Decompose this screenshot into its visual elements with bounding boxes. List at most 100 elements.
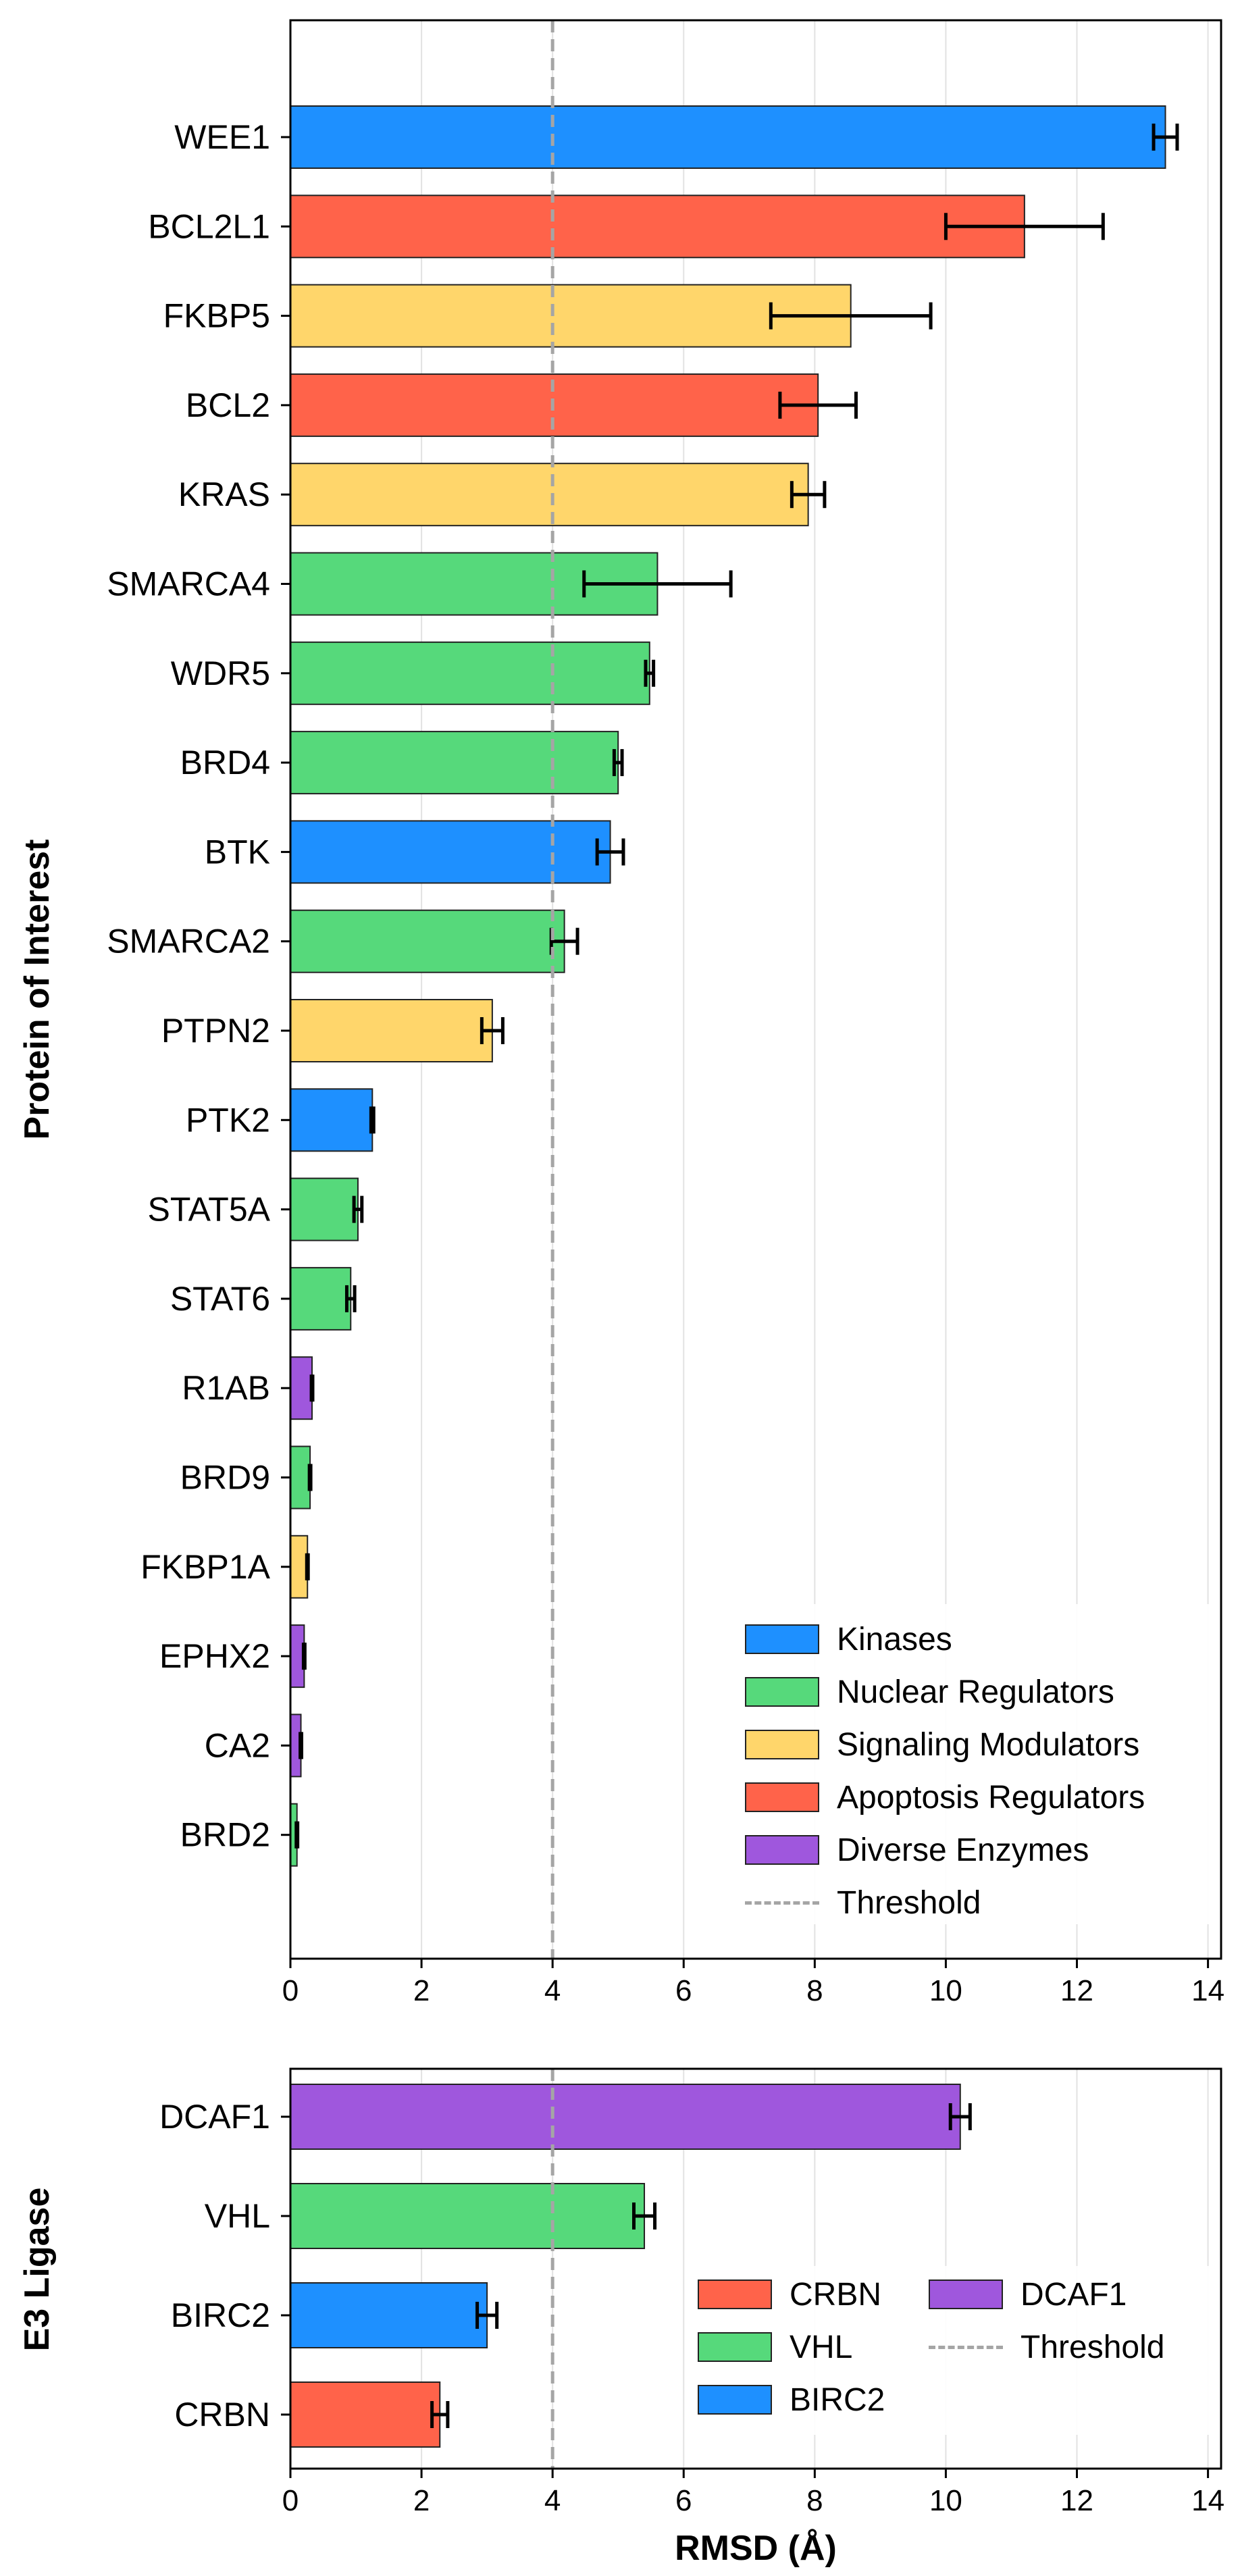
- e3-x-tick-label: 2: [413, 2484, 430, 2517]
- legend-swatch-vhl: [698, 2332, 772, 2362]
- bar-fkbp5: [290, 284, 852, 348]
- legend-item-dcaf1: DCAF1: [929, 2277, 1127, 2313]
- e3-x-axis-title: RMSD (Å): [675, 2529, 837, 2568]
- legend-item-crbn: CRBN: [698, 2277, 881, 2313]
- legend-label-signaling-modulators: Signaling Modulators: [837, 1726, 1140, 1763]
- legend-item-diverse-enzymes: Diverse Enzymes: [745, 1832, 1089, 1868]
- legend-item-threshold: Threshold: [745, 1885, 981, 1921]
- poi-x-tick-label: 8: [806, 1974, 823, 2007]
- category-label-dcaf1: DCAF1: [159, 2098, 270, 2136]
- bar-birc2: [290, 2282, 488, 2348]
- category-label-brd4: BRD4: [180, 744, 270, 781]
- bar-fkbp1a: [290, 1535, 309, 1599]
- category-label-brd9: BRD9: [180, 1459, 270, 1497]
- legend-label-vhl: VHL: [790, 2329, 853, 2365]
- legend-label-nuclear-regulators: Nuclear Regulators: [837, 1674, 1114, 1710]
- legend-label-apoptosis-regulators: Apoptosis Regulators: [837, 1779, 1145, 1815]
- category-label-vhl: VHL: [205, 2197, 270, 2235]
- legend-swatch-diverse-enzymes: [745, 1835, 819, 1865]
- bar-vhl: [290, 2183, 646, 2249]
- category-label-ephx2: EPHX2: [159, 1637, 270, 1675]
- legend-label-diverse-enzymes: Diverse Enzymes: [837, 1832, 1089, 1868]
- e3-x-tick-label: 8: [806, 2484, 823, 2517]
- legend-swatch-nuclear-regulators: [745, 1677, 819, 1707]
- poi-axes-frame: [289, 19, 1222, 1960]
- bar-smarca2: [290, 909, 565, 973]
- legend-swatch-threshold: [745, 1901, 819, 1905]
- e3-x-tick-label: 0: [282, 2484, 299, 2517]
- legend-label-kinases: Kinases: [837, 1621, 952, 1657]
- legend-item-vhl: VHL: [698, 2329, 852, 2365]
- e3-y-axis-title: E3 Ligase: [18, 2188, 57, 2352]
- category-label-fkbp1a: FKBP1A: [140, 1548, 270, 1586]
- bar-brd4: [290, 731, 619, 795]
- legend-label-crbn: CRBN: [790, 2276, 882, 2313]
- category-label-crbn: CRBN: [174, 2396, 270, 2433]
- legend-swatch-crbn: [698, 2279, 772, 2309]
- legend-swatch-apoptosis-regulators: [745, 1782, 819, 1812]
- bar-dcaf1: [290, 2084, 961, 2150]
- e3-x-tick-label: 4: [544, 2484, 561, 2517]
- bar-brd9: [290, 1445, 311, 1510]
- legend-swatch-signaling-modulators: [745, 1730, 819, 1759]
- legend-item-birc2: BIRC2: [698, 2382, 885, 2418]
- bar-bcl2l1: [290, 195, 1025, 259]
- poi-x-tick-label: 14: [1191, 1974, 1224, 2007]
- poi-x-tick-label: 0: [282, 1974, 299, 2007]
- bar-kras: [290, 463, 809, 527]
- bar-wdr5: [290, 641, 650, 705]
- bar-stat6: [290, 1266, 352, 1331]
- poi-x-tick-label: 2: [413, 1974, 430, 2007]
- legend-label-birc2: BIRC2: [790, 2381, 885, 2418]
- category-label-brd2: BRD2: [180, 1816, 270, 1854]
- category-label-stat6: STAT6: [170, 1280, 270, 1318]
- category-label-fkbp5: FKBP5: [163, 297, 270, 335]
- poi-x-tick-label: 6: [675, 1974, 692, 2007]
- category-label-smarca2: SMARCA2: [107, 923, 270, 960]
- e3-axes-frame: [289, 2067, 1222, 2470]
- bar-r1ab: [290, 1356, 313, 1420]
- category-label-r1ab: R1AB: [182, 1369, 270, 1407]
- legend-swatch-dcaf1: [929, 2279, 1003, 2309]
- category-label-ca2: CA2: [205, 1726, 270, 1764]
- e3-x-tick-label: 10: [929, 2484, 962, 2517]
- bar-wee1: [290, 105, 1166, 169]
- bar-crbn: [290, 2381, 441, 2448]
- poi-y-axis-title: Protein of Interest: [18, 840, 57, 1140]
- legend-label-dcaf1: DCAF1: [1021, 2276, 1127, 2313]
- category-label-wdr5: WDR5: [171, 654, 270, 692]
- category-label-smarca4: SMARCA4: [107, 565, 270, 603]
- category-label-wee1: WEE1: [174, 118, 270, 156]
- bar-ptpn2: [290, 999, 493, 1062]
- poi-x-tick-label: 12: [1060, 1974, 1093, 2007]
- legend-item-e3-threshold: Threshold: [929, 2329, 1164, 2365]
- poi-x-tick-label: 4: [544, 1974, 561, 2007]
- e3-panel: DCAF1 VHL BIRC2 CRBN 0 2 4 6 8 10 12 14 E3 Ligase RMS…: [18, 2067, 1224, 2568]
- legend-swatch-birc2: [698, 2385, 772, 2415]
- poi-legend: Kinases Nuclear Regulators Signaling Mod…: [733, 1604, 1219, 1924]
- category-label-kras: KRAS: [178, 475, 270, 513]
- category-label-ptk2: PTK2: [186, 1101, 270, 1139]
- category-label-bcl2l1: BCL2L1: [148, 207, 270, 245]
- legend-item-nuclear-regulators: Nuclear Regulators: [745, 1674, 1114, 1710]
- poi-panel: WEE1 BCL2L1 FKBP5 BCL2 KRAS SMARCA4 WDR5 BRD4 BT…: [18, 19, 1224, 2007]
- legend-label-threshold: Threshold: [837, 1884, 981, 1921]
- e3-x-tick-label: 12: [1060, 2484, 1093, 2517]
- e3-x-tick-label: 6: [675, 2484, 692, 2517]
- legend-item-signaling-modulators: Signaling Modulators: [745, 1727, 1139, 1763]
- poi-x-tick-label: 10: [929, 1974, 962, 2007]
- bar-stat5a: [290, 1177, 359, 1241]
- e3-legend: CRBN VHL BIRC2 DCAF1 Threshold: [686, 2266, 1219, 2435]
- legend-label-e3-threshold: Threshold: [1021, 2329, 1165, 2365]
- bar-btk: [290, 820, 611, 884]
- category-label-ptpn2: PTPN2: [161, 1012, 270, 1050]
- category-label-birc2: BIRC2: [171, 2296, 270, 2334]
- legend-item-kinases: Kinases: [745, 1622, 952, 1657]
- bar-ptk2: [290, 1088, 373, 1152]
- legend-item-apoptosis-regulators: Apoptosis Regulators: [745, 1780, 1145, 1815]
- e3-x-tick-label: 14: [1191, 2484, 1224, 2517]
- legend-swatch-kinases: [745, 1624, 819, 1654]
- category-label-bcl2: BCL2: [186, 386, 270, 424]
- legend-swatch-e3-threshold: [929, 2345, 1003, 2349]
